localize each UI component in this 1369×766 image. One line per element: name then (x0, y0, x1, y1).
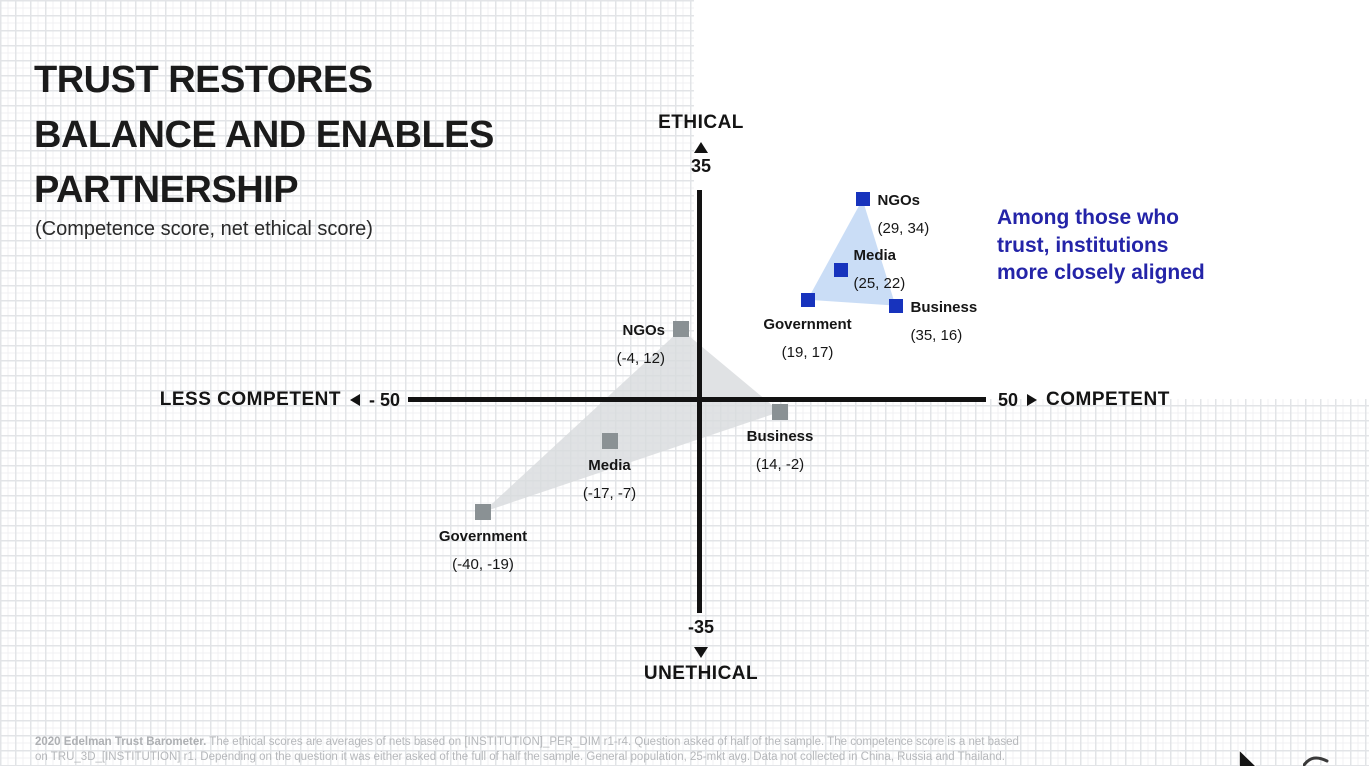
footnote-line-2: on TRU_3D_[INSTITUTION] r1. Depending on… (35, 751, 1005, 763)
blue-government-name: Government (763, 315, 852, 333)
gray-business-name: Business (746, 427, 814, 445)
gray-media-label: Media (-17, -7) (583, 452, 636, 508)
y-axis-down-arrow-icon (694, 645, 708, 663)
gray-ngos-label: NGOs (-4, 12) (617, 317, 665, 373)
stray-mark (1303, 756, 1329, 766)
blue-cluster-hull (807, 199, 896, 306)
gray-government-coords: (-40, -19) (452, 556, 514, 574)
blue-business-coords: (35, 16) (910, 326, 963, 344)
mouse-cursor-icon (1238, 749, 1257, 766)
blue-government-coords: (19, 17) (781, 343, 834, 361)
gray-ngos-name: NGOs (622, 322, 665, 340)
title-line-3: PARTNERSHIP (34, 169, 299, 211)
blue-media-label: Media (25, 22) (854, 242, 906, 298)
gray-ngos-marker (673, 321, 689, 338)
blue-ngos-coords: (29, 34) (877, 220, 930, 238)
x-axis-right-word: COMPETENT (1046, 389, 1170, 410)
footnote-source-bold: 2020 Edelman Trust Barometer. (35, 736, 207, 748)
blue-business-marker (888, 298, 903, 313)
gray-business-coords: (14, -2) (755, 455, 805, 473)
trust-annotation-text: Among those who trust, institutions more… (997, 206, 1205, 284)
gray-ngos-coords: (-4, 12) (616, 350, 665, 368)
y-axis-max-value: 35 (690, 156, 712, 176)
x-axis-left-word: LESS COMPETENT (159, 389, 341, 410)
x-axis-left-label: LESS COMPETENT - 50 (160, 389, 400, 411)
gray-cluster-hull (483, 329, 780, 513)
blue-ngos-label: NGOs (29, 34) (878, 187, 930, 243)
x-axis-right-arrow-icon (1027, 394, 1038, 406)
y-axis-bottom-label: UNETHICAL (643, 663, 759, 684)
title-line-2: BALANCE AND ENABLES (34, 114, 494, 156)
blue-government-marker (800, 292, 815, 307)
blue-government-label: Government (19, 17) (763, 311, 851, 367)
blue-media-name: Media (853, 247, 897, 265)
gray-media-marker (601, 433, 618, 450)
gray-government-label: Government (-40, -19) (439, 523, 527, 579)
footnote-line-1-rest: The ethical scores are averages of nets … (206, 736, 1019, 748)
x-axis-right-label: 50 COMPETENT (998, 389, 1170, 411)
gray-media-coords: (-17, -7) (582, 485, 637, 503)
gray-government-marker (475, 504, 491, 521)
gray-business-label: Business (14, -2) (747, 423, 814, 479)
chart-subtitle: (Competence score, net ethical score) (35, 218, 373, 240)
blue-business-label: Business (35, 16) (911, 294, 978, 350)
y-axis-up-arrow-icon (694, 140, 708, 158)
source-footnote: 2020 Edelman Trust Barometer. The ethica… (35, 735, 1019, 765)
page-title: TRUST RESTORES BALANCE AND ENABLES PARTN… (34, 53, 494, 218)
blue-media-marker (833, 263, 848, 278)
x-axis-max-value: 50 (998, 389, 1019, 410)
gray-media-name: Media (588, 457, 631, 475)
gray-business-marker (772, 403, 788, 420)
x-axis-left-arrow-icon (349, 394, 360, 406)
y-axis-top-label: ETHICAL (658, 112, 744, 133)
gray-government-name: Government (438, 528, 528, 546)
y-axis-min-value: -35 (687, 617, 715, 637)
footnote-line-1: 2020 Edelman Trust Barometer. The ethica… (35, 735, 1019, 750)
blue-ngos-name: NGOs (877, 192, 921, 210)
blue-ngos-marker (855, 192, 870, 207)
title-line-1: TRUST RESTORES (34, 59, 373, 101)
x-axis-line (408, 397, 986, 402)
blue-business-name: Business (910, 298, 978, 316)
blue-media-coords: (25, 22) (853, 275, 906, 293)
chart-white-background (694, 0, 1369, 399)
x-axis-min-value: - 50 (368, 389, 400, 410)
